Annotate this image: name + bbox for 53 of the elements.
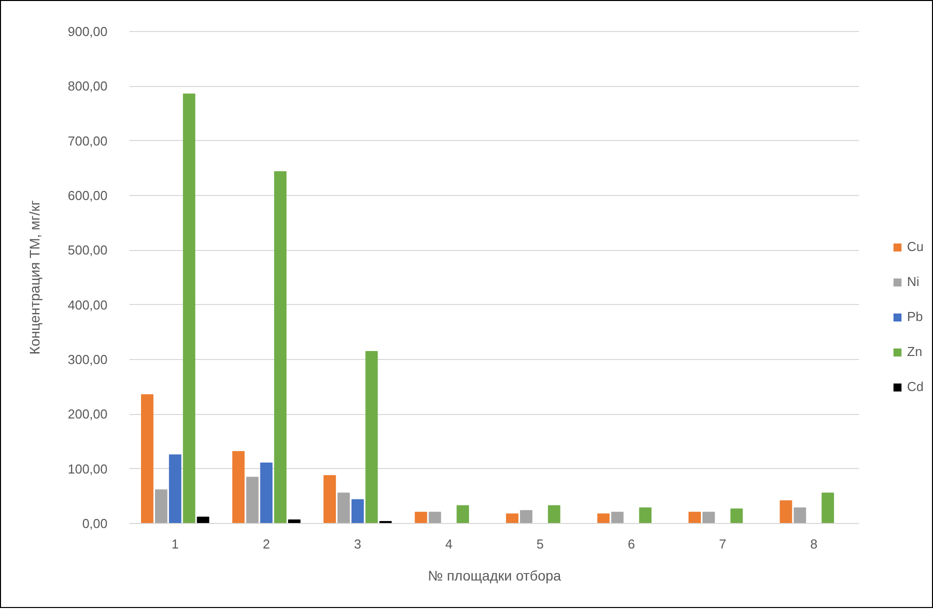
bar (337, 492, 350, 524)
y-axis-title: Концентрация ТМ, мг/кг (26, 200, 43, 355)
x-tick-label: 5 (536, 536, 544, 552)
x-tick-label: 1 (172, 536, 179, 552)
bar (456, 505, 470, 524)
bar (274, 171, 287, 524)
x-tick-label: 4 (445, 536, 452, 552)
bar (141, 394, 154, 524)
legend-label: Cu (907, 239, 925, 254)
x-tick-label: 7 (719, 536, 726, 552)
x-tick-label: 8 (810, 536, 818, 552)
bar (414, 512, 428, 524)
bar (520, 510, 532, 524)
legend-label: Ni (907, 274, 920, 289)
x-tick-label: 2 (262, 536, 270, 552)
y-tick-label: 300,00 (68, 352, 108, 367)
bar (365, 351, 378, 524)
y-tick-label: 500,00 (68, 242, 108, 258)
y-tick-label: 700,00 (68, 133, 108, 148)
legend-label: Cd (907, 379, 925, 394)
legend-label: Zn (907, 344, 924, 359)
y-tick-label: 200,00 (68, 406, 108, 422)
bar (154, 489, 168, 524)
bar (688, 512, 701, 524)
bar (702, 512, 715, 524)
y-tick-label: 100,00 (68, 461, 108, 476)
y-tick-label: 0,00 (82, 516, 108, 531)
bar (611, 512, 624, 524)
bar (506, 513, 518, 524)
bar (324, 475, 336, 524)
bar (196, 516, 210, 524)
bar (351, 499, 364, 524)
legend-label: Pb (907, 309, 924, 324)
bar (232, 451, 245, 524)
y-tick-label: 400,00 (68, 297, 108, 312)
y-tick-label: 800,00 (68, 78, 108, 94)
bar (182, 94, 196, 524)
bar (428, 512, 442, 524)
bar (780, 500, 792, 524)
bar (730, 508, 743, 524)
bar (246, 476, 259, 524)
y-tick-label: 900,00 (68, 24, 108, 39)
x-tick-label: 6 (628, 536, 635, 552)
y-tick-label: 600,00 (68, 188, 108, 203)
bar (639, 507, 652, 524)
bar (597, 513, 610, 524)
x-axis-title: № площадки отбора (428, 568, 562, 584)
bar (548, 505, 560, 524)
bar (168, 454, 182, 524)
bar (794, 507, 806, 524)
x-tick-label: 3 (354, 536, 362, 552)
bar (260, 462, 273, 524)
bar (822, 492, 834, 524)
